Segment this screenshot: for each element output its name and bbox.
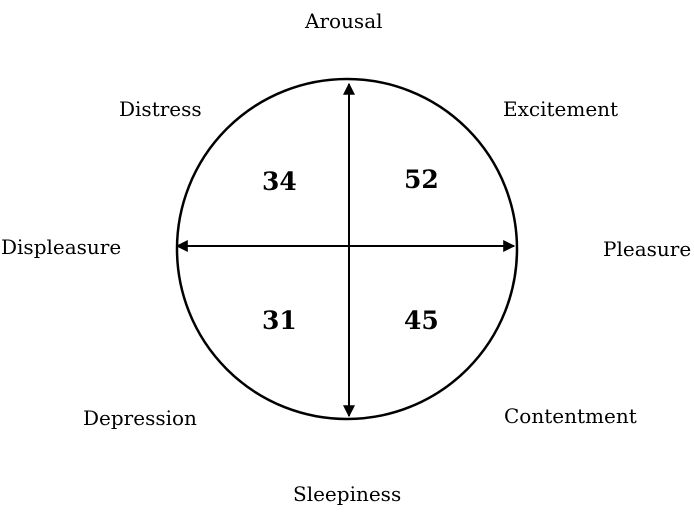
- label-excitement: Excitement: [503, 97, 619, 121]
- label-distress: Distress: [119, 97, 202, 121]
- label-contentment: Contentment: [504, 404, 637, 428]
- quadrant-value-excitement: 52: [404, 165, 439, 194]
- quadrant-value-distress: 34: [262, 167, 297, 196]
- outer-circle: [175, 77, 519, 421]
- quadrant-value-depression: 31: [262, 306, 297, 335]
- quadrant-value-contentment: 45: [404, 306, 439, 335]
- label-pleasure: Pleasure: [603, 237, 692, 261]
- label-sleepiness: Sleepiness: [293, 482, 402, 506]
- label-depression: Depression: [83, 406, 197, 430]
- label-arousal: Arousal: [305, 9, 383, 33]
- label-displeasure: Displeasure: [1, 235, 122, 259]
